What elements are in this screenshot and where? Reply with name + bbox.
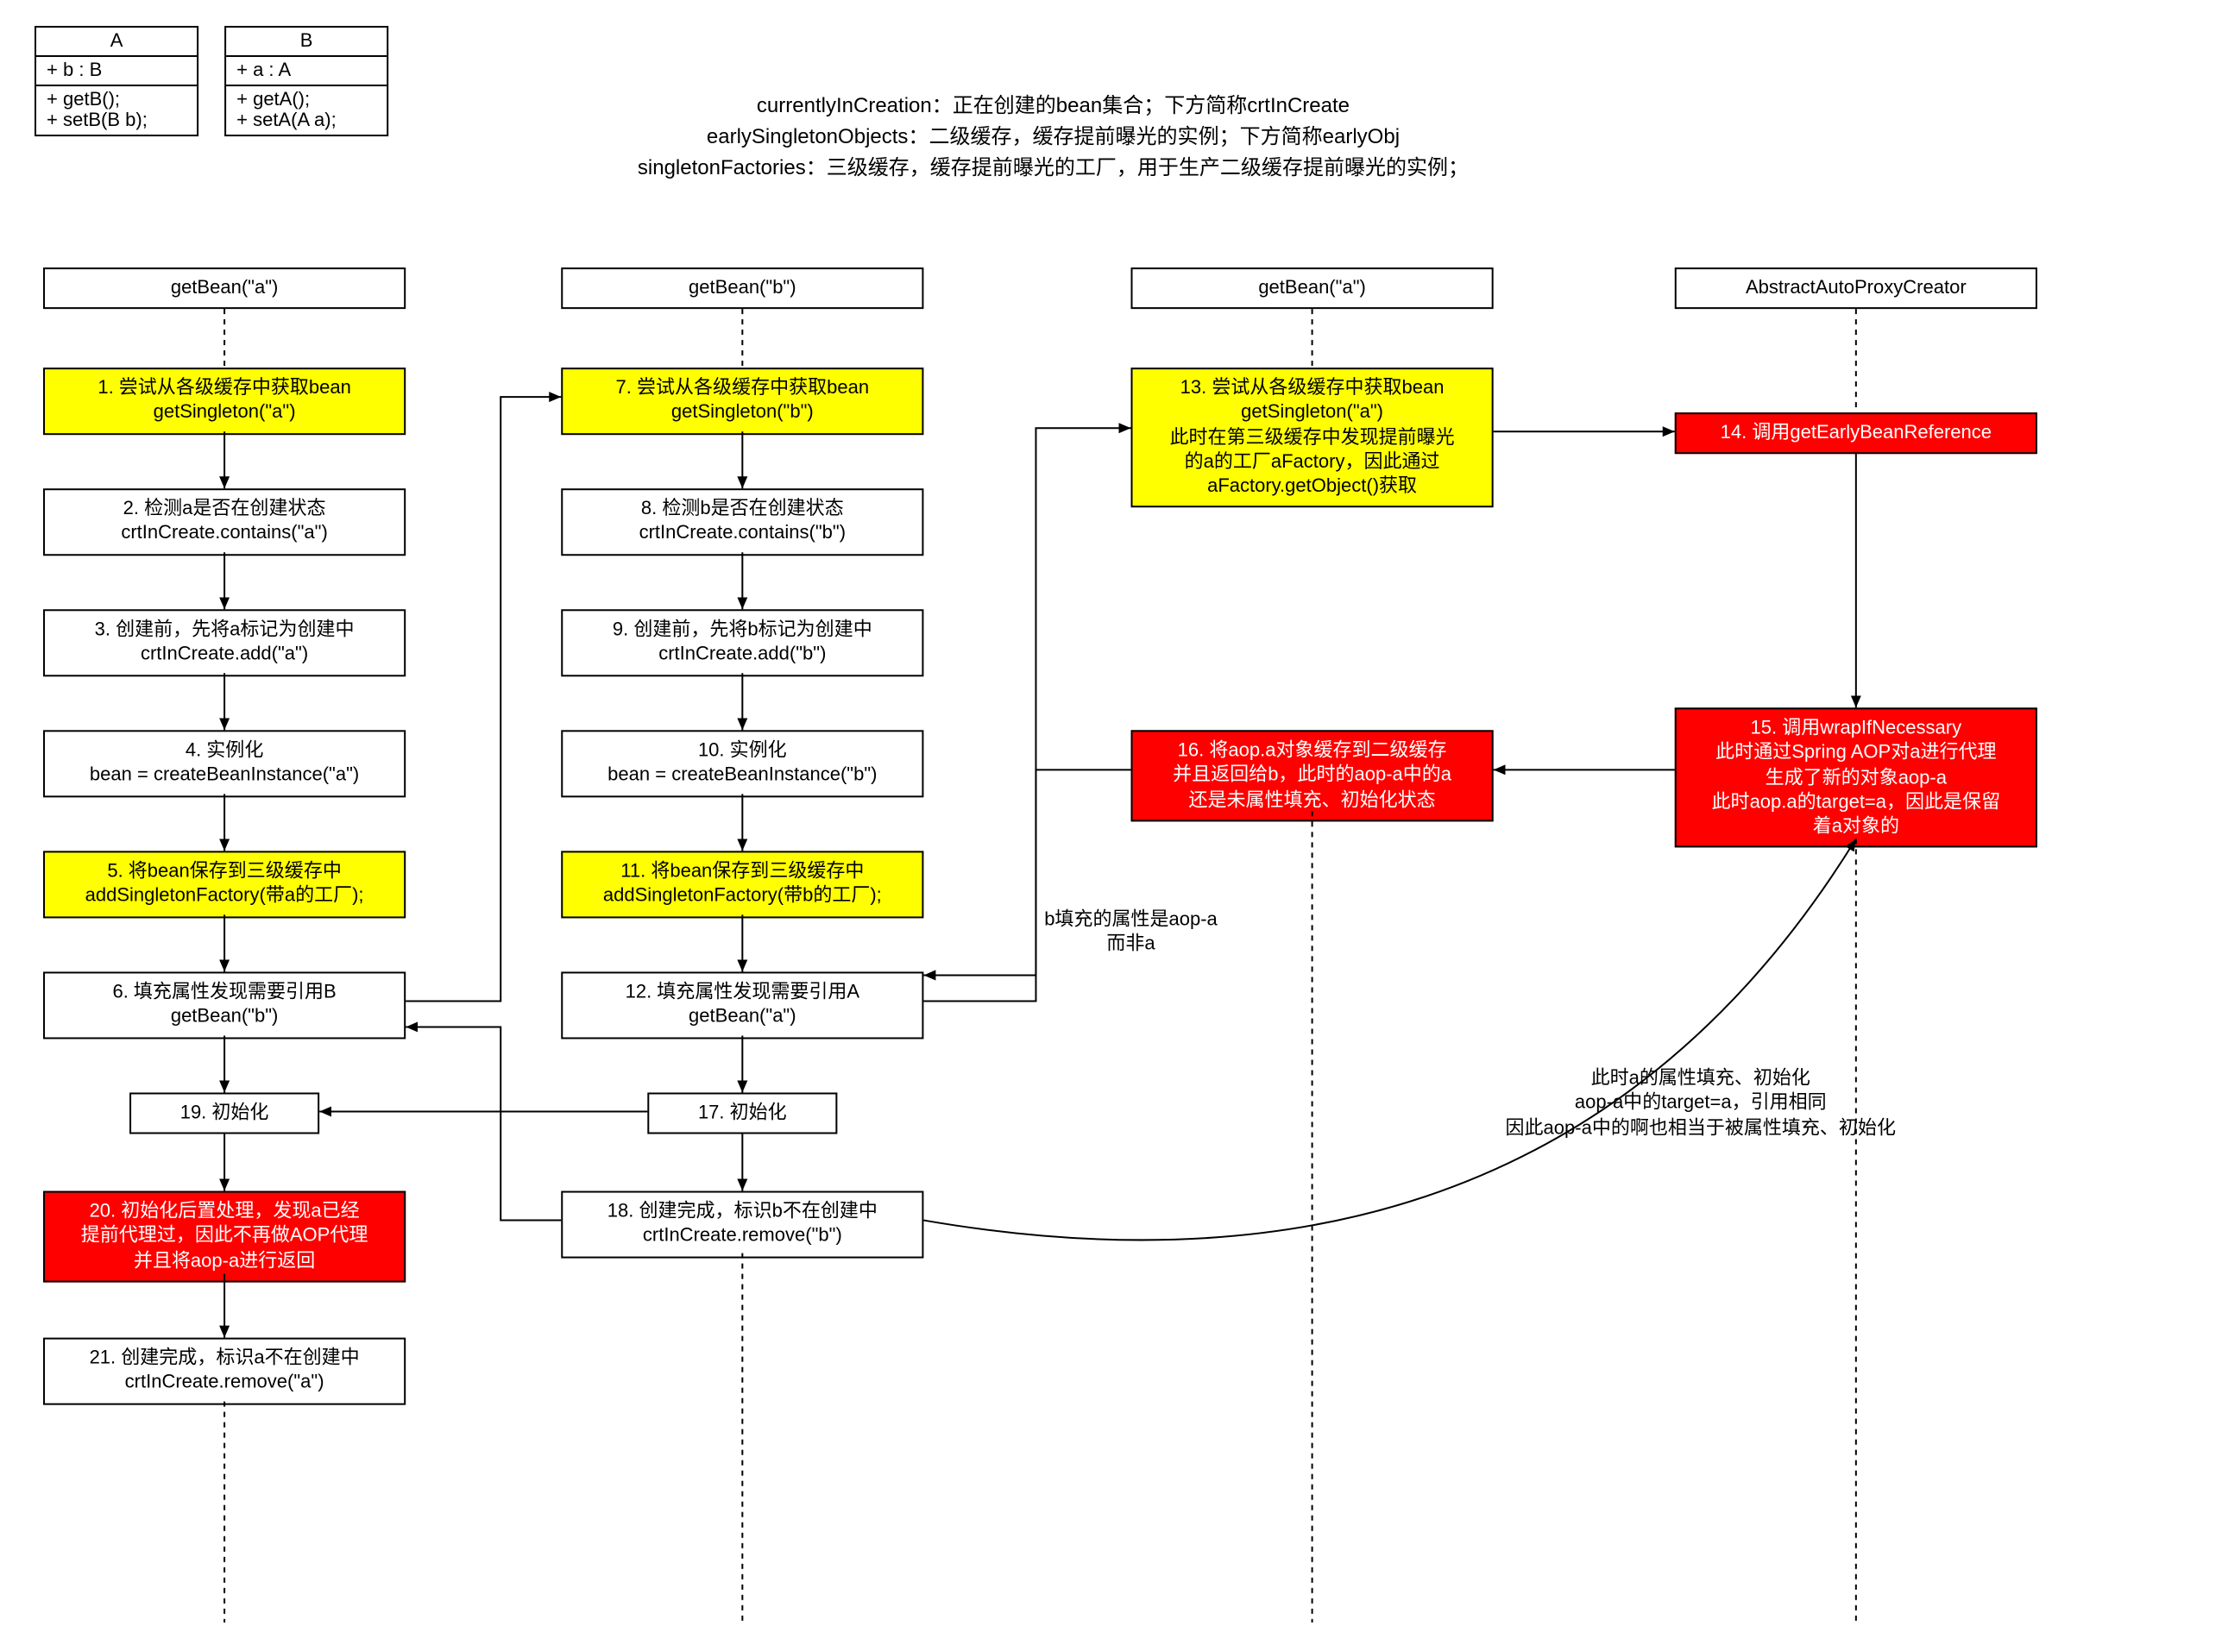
node-7: 7. 尝试从各级缓存中获取bean getSingleton("b") [561, 367, 923, 434]
label-a-fill: 此时a的属性填充、初始化 aop-a中的target=a，引用相同 因此aop-… [1442, 1066, 1960, 1140]
node-18-l1: 18. 创建完成，标识b不在创建中 [607, 1200, 878, 1225]
node-7-l1: 7. 尝试从各级缓存中获取bean [616, 376, 870, 401]
node-15-l3: 生成了新的对象aop-a [1766, 766, 1947, 791]
node-13-l3: 此时在第三级缓存中发现提前曝光 [1170, 425, 1455, 450]
node-12: 12. 填充属性发现需要引用A getBean("a") [561, 971, 923, 1038]
node-9: 9. 创建前，先将b标记为创建中 crtInCreate.add("b") [561, 609, 923, 675]
node-1-l1: 1. 尝试从各级缓存中获取bean [98, 376, 351, 401]
node-21: 21. 创建完成，标识a不在创建中 crtInCreate.remove("a"… [43, 1338, 406, 1404]
desc-line-3: singletonFactories：三级缓存，缓存提前曝光的工厂，用于生产二级… [449, 152, 1658, 183]
node-15-l2: 此时通过Spring AOP对a进行代理 [1715, 741, 1996, 766]
node-10-l1: 10. 实例化 [698, 738, 787, 763]
desc-line-2: earlySingletonObjects：二级缓存，缓存提前曝光的实例；下方简… [449, 121, 1658, 152]
node-16: 16. 将aop.a对象缓存到二级缓存 并且返回给b，此时的aop-a中的a 还… [1131, 730, 1494, 821]
node-14-l1: 14. 调用getEarlyBeanReference [1721, 421, 1992, 446]
node-15: 15. 调用wrapIfNecessary 此时通过Spring AOP对a进行… [1675, 707, 2037, 848]
node-20-l2: 提前代理过，因此不再做AOP代理 [81, 1224, 368, 1249]
node-13: 13. 尝试从各级缓存中获取bean getSingleton("a") 此时在… [1131, 367, 1494, 508]
node-15-l4: 此时aop.a的target=a，因此是保留 [1712, 790, 2001, 815]
node-1: 1. 尝试从各级缓存中获取bean getSingleton("a") [43, 367, 406, 434]
node-20-l1: 20. 初始化后置处理，发现a已经 [90, 1200, 360, 1225]
node-12-l1: 12. 填充属性发现需要引用A [626, 980, 859, 1005]
label-b-fill: b填充的属性是aop-a 而非a [1001, 908, 1260, 957]
label-b-l1: b填充的属性是aop-a [1001, 908, 1260, 933]
node-5-l2: addSingletonFactory(带a的工厂); [85, 884, 364, 909]
class-box-a: A + b : B + getB(); + setB(B b); [35, 26, 198, 136]
node-10-l2: bean = createBeanInstance("b") [607, 763, 877, 788]
node-7-l2: getSingleton("b") [671, 401, 814, 426]
label-a-l3: 因此aop-a中的啊也相当于被属性填充、初始化 [1442, 1116, 1960, 1141]
node-19-l1: 19. 初始化 [180, 1101, 269, 1126]
node-11-l2: addSingletonFactory(带b的工厂); [603, 884, 882, 909]
lane-header-c4: AbstractAutoProxyCreator [1675, 267, 2037, 309]
description-block: currentlyInCreation：正在创建的bean集合；下方简称crtI… [449, 90, 1658, 183]
node-20-l3: 并且将aop-a进行返回 [134, 1249, 315, 1274]
lane-header-c3: getBean("a") [1131, 267, 1494, 309]
class-b-name: B [226, 28, 387, 57]
node-14: 14. 调用getEarlyBeanReference [1675, 412, 2037, 455]
node-2-l2: crtInCreate.contains("a") [121, 522, 327, 547]
node-9-l2: crtInCreate.add("b") [658, 643, 826, 668]
label-a-l1: 此时a的属性填充、初始化 [1442, 1066, 1960, 1091]
label-a-l2: aop-a中的target=a，引用相同 [1442, 1091, 1960, 1116]
node-20: 20. 初始化后置处理，发现a已经 提前代理过，因此不再做AOP代理 并且将ao… [43, 1191, 406, 1283]
node-13-l1: 13. 尝试从各级缓存中获取bean [1180, 376, 1445, 401]
node-10: 10. 实例化 bean = createBeanInstance("b") [561, 730, 923, 796]
class-box-b: B + a : A + getA(); + setA(A a); [224, 26, 388, 136]
node-13-l4: 的a的工厂aFactory，因此通过 [1185, 450, 1440, 475]
node-5-l1: 5. 将bean保存到三级缓存中 [107, 859, 342, 884]
node-18-l2: crtInCreate.remove("b") [643, 1224, 842, 1249]
node-16-l1: 16. 将aop.a对象缓存到二级缓存 [1178, 738, 1447, 763]
class-b-ops: + getA(); + setA(A a); [226, 86, 387, 135]
node-15-l5: 着a对象的 [1813, 815, 1899, 840]
node-8-l2: crtInCreate.contains("b") [639, 522, 846, 547]
node-3-l1: 3. 创建前，先将a标记为创建中 [95, 618, 355, 643]
node-6: 6. 填充属性发现需要引用B getBean("b") [43, 971, 406, 1038]
node-4-l1: 4. 实例化 [186, 738, 264, 763]
class-a-attrs: + b : B [36, 57, 197, 86]
node-5: 5. 将bean保存到三级缓存中 addSingletonFactory(带a的… [43, 851, 406, 917]
node-12-l2: getBean("a") [689, 1005, 796, 1030]
node-8: 8. 检测b是否在创建状态 crtInCreate.contains("b") [561, 488, 923, 555]
node-1-l2: getSingleton("a") [154, 401, 296, 426]
node-4-l2: bean = createBeanInstance("a") [90, 763, 359, 788]
node-11-l1: 11. 将bean保存到三级缓存中 [620, 859, 864, 884]
node-4: 4. 实例化 bean = createBeanInstance("a") [43, 730, 406, 796]
label-b-l2: 而非a [1001, 933, 1260, 958]
node-6-l2: getBean("b") [171, 1005, 279, 1030]
node-16-l3: 还是未属性填充、初始化状态 [1189, 788, 1436, 813]
node-18: 18. 创建完成，标识b不在创建中 crtInCreate.remove("b"… [561, 1191, 923, 1258]
node-8-l1: 8. 检测b是否在创建状态 [641, 497, 844, 522]
node-2: 2. 检测a是否在创建状态 crtInCreate.contains("a") [43, 488, 406, 555]
lane-header-c1: getBean("a") [43, 267, 406, 309]
diagram-canvas: A + b : B + getB(); + setB(B b); B + a :… [0, 0, 2222, 1652]
desc-line-1: currentlyInCreation：正在创建的bean集合；下方简称crtI… [449, 90, 1658, 121]
node-13-l2: getSingleton("a") [1241, 401, 1383, 426]
class-a-name: A [36, 28, 197, 57]
class-b-attrs: + a : A [226, 57, 387, 86]
node-17: 17. 初始化 [647, 1092, 837, 1134]
node-3-l2: crtInCreate.add("a") [141, 643, 308, 668]
node-3: 3. 创建前，先将a标记为创建中 crtInCreate.add("a") [43, 609, 406, 675]
node-19: 19. 初始化 [129, 1092, 319, 1134]
node-16-l2: 并且返回给b，此时的aop-a中的a [1173, 763, 1451, 788]
node-2-l1: 2. 检测a是否在创建状态 [123, 497, 326, 522]
node-21-l2: crtInCreate.remove("a") [125, 1371, 324, 1396]
class-a-ops: + getB(); + setB(B b); [36, 86, 197, 135]
node-13-l5: aFactory.getObject()获取 [1207, 475, 1417, 500]
node-6-l1: 6. 填充属性发现需要引用B [112, 980, 336, 1005]
node-11: 11. 将bean保存到三级缓存中 addSingletonFactory(带b… [561, 851, 923, 917]
lane-header-c2: getBean("b") [561, 267, 923, 309]
node-15-l1: 15. 调用wrapIfNecessary [1751, 716, 1962, 741]
node-21-l1: 21. 创建完成，标识a不在创建中 [90, 1347, 360, 1372]
node-9-l1: 9. 创建前，先将b标记为创建中 [613, 618, 872, 643]
node-17-l1: 17. 初始化 [698, 1101, 787, 1126]
